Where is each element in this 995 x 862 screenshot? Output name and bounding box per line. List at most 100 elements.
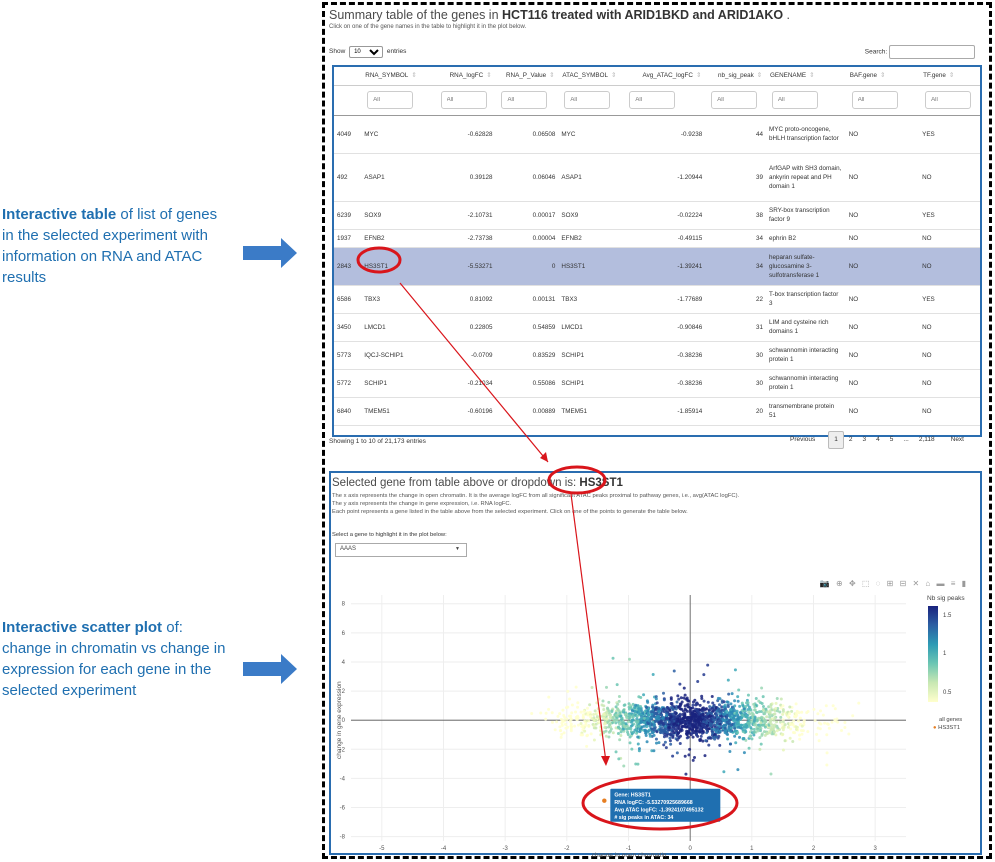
sort-icon[interactable]: ⇕ [411, 72, 417, 80]
data-point[interactable] [698, 703, 702, 707]
data-point[interactable] [824, 704, 828, 708]
table-row[interactable]: 4049 MYC -0.62828 0.06508 MYC -0.9238 44 MYC pr… [334, 115, 980, 154]
data-point[interactable] [732, 706, 736, 710]
data-point[interactable] [705, 721, 709, 725]
data-point[interactable] [558, 725, 562, 729]
data-point[interactable] [663, 740, 667, 744]
data-point[interactable] [758, 736, 762, 740]
data-point[interactable] [678, 719, 682, 723]
data-point[interactable] [638, 730, 642, 734]
data-point[interactable] [633, 728, 637, 732]
data-point[interactable] [622, 708, 626, 712]
data-point[interactable] [693, 729, 697, 733]
sort-icon[interactable]: ⇕ [549, 72, 555, 80]
data-point[interactable] [653, 728, 657, 732]
data-point[interactable] [623, 703, 627, 707]
data-point[interactable] [701, 706, 705, 710]
table-row[interactable]: 6840 TMEM51 -0.60196 0.00889 TMEM51 -1.85914 2… [334, 397, 980, 426]
data-point[interactable] [633, 706, 637, 710]
data-point[interactable] [628, 714, 632, 718]
data-point[interactable] [718, 743, 722, 747]
data-point[interactable] [673, 710, 677, 714]
data-point[interactable] [678, 702, 682, 706]
data-point[interactable] [637, 747, 641, 751]
data-point[interactable] [790, 705, 794, 709]
data-point[interactable] [613, 718, 617, 722]
data-point[interactable] [610, 721, 614, 725]
data-point[interactable] [847, 732, 851, 736]
data-point[interactable] [798, 716, 802, 720]
data-point[interactable] [637, 709, 641, 713]
data-point[interactable] [795, 713, 799, 717]
data-point[interactable] [660, 726, 664, 730]
legend-highlight[interactable]: ● HS3ST1 [933, 725, 961, 731]
data-point[interactable] [689, 712, 693, 716]
data-point[interactable] [650, 712, 654, 716]
table-cell-rna-symbol[interactable]: MYC [361, 115, 435, 154]
data-point[interactable] [688, 715, 692, 719]
data-point[interactable] [648, 724, 652, 728]
data-point[interactable] [711, 736, 715, 740]
data-point[interactable] [717, 719, 721, 723]
data-point[interactable] [700, 694, 704, 698]
data-point[interactable] [625, 724, 629, 728]
data-point[interactable] [768, 711, 772, 715]
data-point[interactable] [738, 711, 742, 715]
data-point[interactable] [635, 717, 639, 721]
data-point[interactable] [611, 731, 615, 735]
data-point[interactable] [574, 685, 578, 689]
data-point[interactable] [768, 718, 772, 722]
data-point[interactable] [661, 722, 665, 726]
data-point[interactable] [709, 718, 713, 722]
data-point[interactable] [748, 735, 752, 739]
data-point[interactable] [662, 735, 666, 739]
column-header[interactable]: RNA_P_Value ⇕ [495, 67, 559, 86]
data-point[interactable] [654, 711, 658, 715]
data-point[interactable] [547, 707, 551, 711]
data-point[interactable] [830, 720, 834, 724]
data-point[interactable] [644, 709, 648, 713]
data-point[interactable] [626, 720, 630, 724]
data-point[interactable] [652, 733, 656, 737]
data-point[interactable] [781, 708, 785, 712]
data-point[interactable] [620, 716, 624, 720]
data-point[interactable] [675, 751, 679, 755]
data-point[interactable] [747, 710, 751, 714]
data-point[interactable] [647, 713, 651, 717]
data-point[interactable] [752, 730, 756, 734]
data-point[interactable] [630, 747, 634, 751]
data-point[interactable] [602, 708, 606, 712]
data-point[interactable] [757, 710, 761, 714]
data-point[interactable] [700, 697, 704, 701]
data-point[interactable] [691, 710, 695, 714]
table-row[interactable]: 6239 SOX9 -2.10731 0.00017 SOX9 -0.02224 38 SRY… [334, 201, 980, 230]
data-point[interactable] [576, 705, 580, 709]
data-point[interactable] [720, 705, 724, 709]
column-header[interactable]: Avg_ATAC_logFC ⇕ [623, 67, 706, 86]
data-point[interactable] [711, 731, 715, 735]
data-point[interactable] [599, 733, 603, 737]
data-point[interactable] [755, 718, 759, 722]
data-point[interactable] [732, 724, 736, 728]
data-point[interactable] [779, 706, 783, 710]
data-point[interactable] [614, 721, 618, 725]
data-point[interactable] [616, 702, 620, 706]
data-point[interactable] [711, 701, 715, 705]
data-point[interactable] [587, 724, 591, 728]
data-point[interactable] [819, 722, 823, 726]
data-point[interactable] [789, 727, 793, 731]
data-point[interactable] [630, 723, 634, 727]
data-point[interactable] [703, 718, 707, 722]
data-point[interactable] [576, 723, 580, 727]
data-point[interactable] [713, 728, 717, 732]
data-point[interactable] [649, 716, 653, 720]
data-point[interactable] [695, 720, 699, 724]
scatter-plot[interactable]: 8 6 4 2 0 -2 -4 -6 -8 -5 -4 -3 -2 -1 0 1 2 3 change in ope… [331, 473, 984, 857]
data-point[interactable] [553, 728, 557, 732]
data-point[interactable] [639, 715, 643, 719]
data-point[interactable] [741, 713, 745, 717]
data-point[interactable] [761, 708, 765, 712]
data-point[interactable] [761, 695, 765, 699]
data-point[interactable] [544, 717, 548, 721]
data-point[interactable] [723, 726, 727, 730]
